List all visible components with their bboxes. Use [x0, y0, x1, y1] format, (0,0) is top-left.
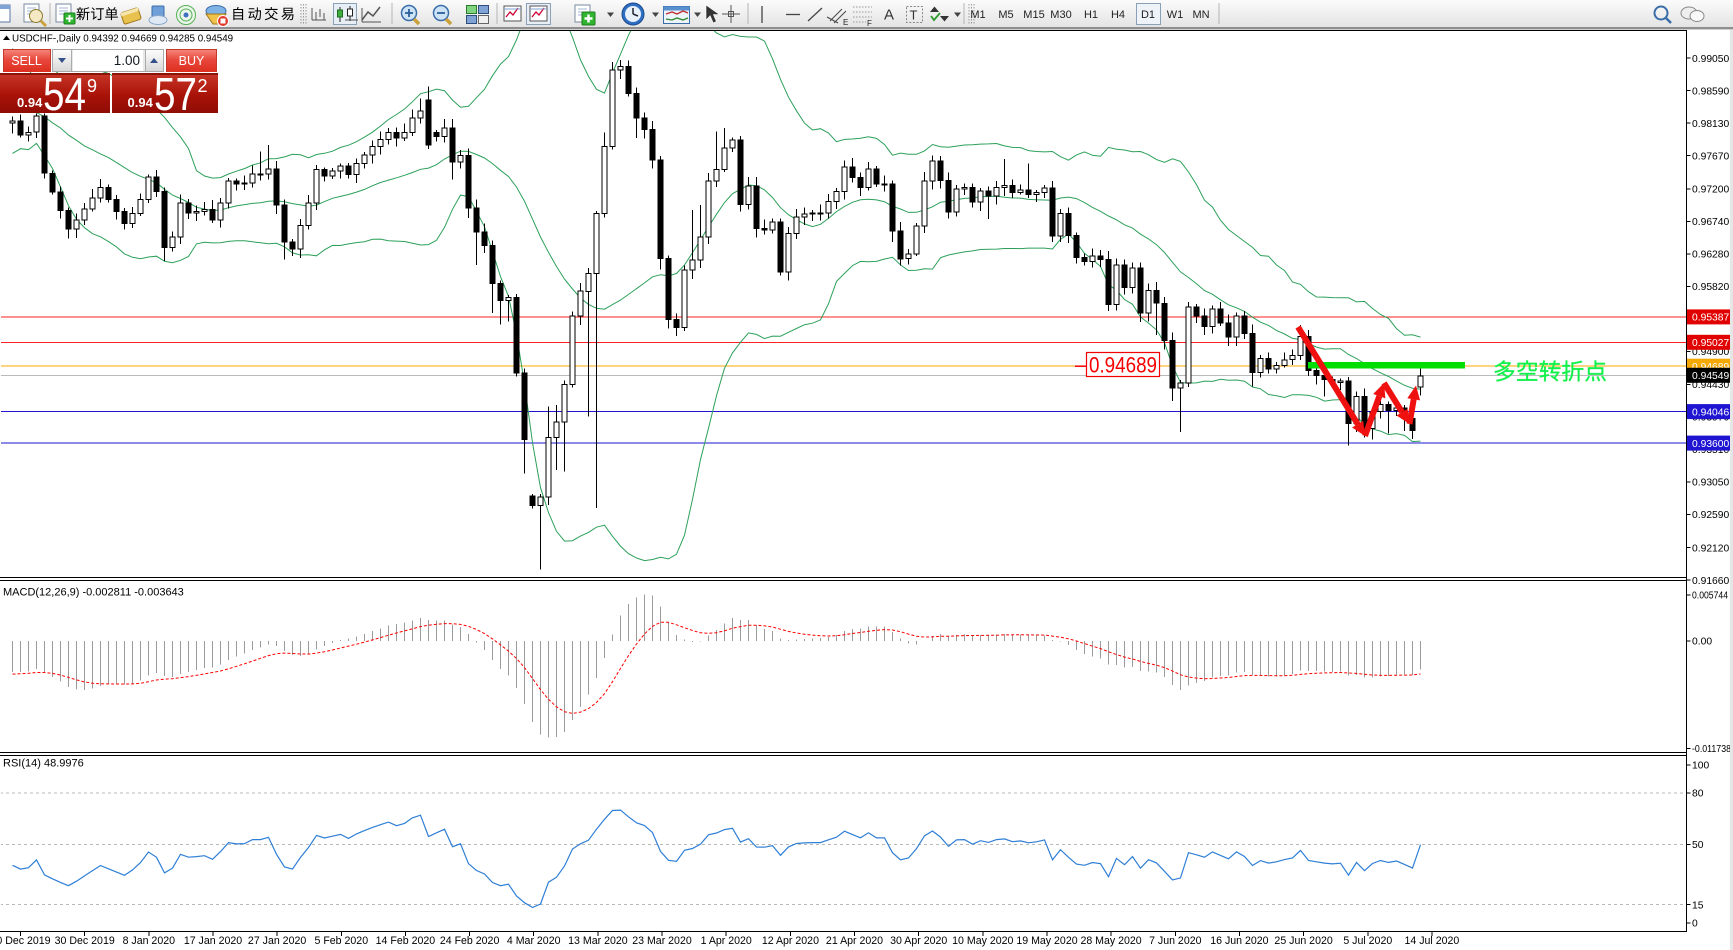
- svg-text:5 Jul 2020: 5 Jul 2020: [1343, 935, 1392, 947]
- svg-text:21 Apr 2020: 21 Apr 2020: [826, 935, 883, 947]
- svg-text:T: T: [910, 8, 918, 23]
- svg-text:0.96280: 0.96280: [1692, 250, 1729, 261]
- svg-text:USDCHF-,Daily 0.94392 0.94669: USDCHF-,Daily 0.94392 0.94669 0.94285 0.…: [12, 34, 233, 45]
- svg-text:4 Mar 2020: 4 Mar 2020: [507, 935, 561, 947]
- svg-text:5 Feb 2020: 5 Feb 2020: [314, 935, 368, 947]
- svg-text:25 Jun 2020: 25 Jun 2020: [1274, 935, 1332, 947]
- svg-text:24 Feb 2020: 24 Feb 2020: [440, 935, 500, 947]
- svg-text:13 Mar 2020: 13 Mar 2020: [568, 935, 628, 947]
- svg-text:0.97670: 0.97670: [1692, 151, 1729, 162]
- svg-text:MN: MN: [1192, 9, 1209, 21]
- svg-text:D1: D1: [1141, 9, 1155, 21]
- svg-text:E: E: [843, 18, 848, 27]
- svg-text:0.92120: 0.92120: [1692, 543, 1729, 554]
- svg-text:0.94900: 0.94900: [1692, 347, 1729, 358]
- svg-text:15: 15: [1692, 900, 1704, 911]
- svg-text:0.94689: 0.94689: [1692, 362, 1729, 373]
- svg-text:0.95387: 0.95387: [1692, 313, 1729, 324]
- svg-text:50: 50: [1692, 840, 1704, 851]
- svg-text:27 Jan 2020: 27 Jan 2020: [248, 935, 306, 947]
- svg-text:17 Jan 2020: 17 Jan 2020: [184, 935, 242, 947]
- svg-text:12 Apr 2020: 12 Apr 2020: [762, 935, 819, 947]
- svg-text:0.93050: 0.93050: [1692, 478, 1729, 489]
- svg-text:RSI(14) 48.9976: RSI(14) 48.9976: [3, 758, 84, 770]
- svg-text:M15: M15: [1023, 9, 1044, 21]
- svg-text:100: 100: [1692, 761, 1709, 772]
- svg-text:10 May 2020: 10 May 2020: [952, 935, 1013, 947]
- svg-text:0.94549: 0.94549: [1692, 371, 1729, 382]
- svg-text:W1: W1: [1167, 9, 1184, 21]
- svg-text:23 Mar 2020: 23 Mar 2020: [632, 935, 692, 947]
- svg-text:0.93510: 0.93510: [1692, 445, 1729, 456]
- svg-text:30 Apr 2020: 30 Apr 2020: [890, 935, 947, 947]
- svg-text:1 Apr 2020: 1 Apr 2020: [701, 935, 752, 947]
- svg-text:F: F: [867, 19, 872, 28]
- svg-text:H1: H1: [1084, 9, 1098, 21]
- svg-text:MACD(12,26,9) -0.002811 -0.003: MACD(12,26,9) -0.002811 -0.003643: [3, 587, 184, 599]
- svg-text:0.95820: 0.95820: [1692, 282, 1729, 293]
- svg-text:0.93600: 0.93600: [1692, 439, 1729, 450]
- svg-text:8 Jan 2020: 8 Jan 2020: [123, 935, 176, 947]
- svg-text:0.91660: 0.91660: [1692, 576, 1729, 587]
- svg-text:0.00: 0.00: [1692, 637, 1712, 648]
- svg-text:0.94430: 0.94430: [1692, 380, 1729, 391]
- svg-text:30 Dec 2019: 30 Dec 2019: [55, 935, 115, 947]
- svg-text:0.98590: 0.98590: [1692, 86, 1729, 97]
- svg-text:0.95027: 0.95027: [1692, 338, 1729, 349]
- svg-text:0.92590: 0.92590: [1692, 510, 1729, 521]
- svg-text:16 Jun 2020: 16 Jun 2020: [1210, 935, 1268, 947]
- svg-text:0: 0: [1692, 919, 1698, 930]
- svg-text:7 Jun 2020: 7 Jun 2020: [1149, 935, 1202, 947]
- svg-text:14 Feb 2020: 14 Feb 2020: [376, 935, 436, 947]
- svg-text:-0.011738: -0.011738: [1692, 744, 1731, 755]
- svg-text:0.94689: 0.94689: [1089, 353, 1157, 378]
- svg-text:M30: M30: [1050, 9, 1071, 21]
- svg-text:0.97200: 0.97200: [1692, 185, 1729, 196]
- svg-text:80: 80: [1692, 789, 1704, 800]
- svg-text:28 May 2020: 28 May 2020: [1080, 935, 1141, 947]
- svg-text:20 Dec 2019: 20 Dec 2019: [0, 935, 51, 947]
- svg-text:0.99050: 0.99050: [1692, 54, 1729, 65]
- svg-text:0.98130: 0.98130: [1692, 119, 1729, 130]
- svg-text:H4: H4: [1111, 9, 1125, 21]
- svg-text:A: A: [884, 7, 894, 24]
- svg-text:0.94046: 0.94046: [1692, 407, 1729, 418]
- svg-text:14 Jul 2020: 14 Jul 2020: [1405, 935, 1460, 947]
- svg-text:0.96740: 0.96740: [1692, 217, 1729, 228]
- svg-text:M1: M1: [970, 9, 985, 21]
- svg-text:M5: M5: [998, 9, 1013, 21]
- svg-text:0.005744: 0.005744: [1692, 591, 1728, 602]
- svg-text:19 May 2020: 19 May 2020: [1016, 935, 1077, 947]
